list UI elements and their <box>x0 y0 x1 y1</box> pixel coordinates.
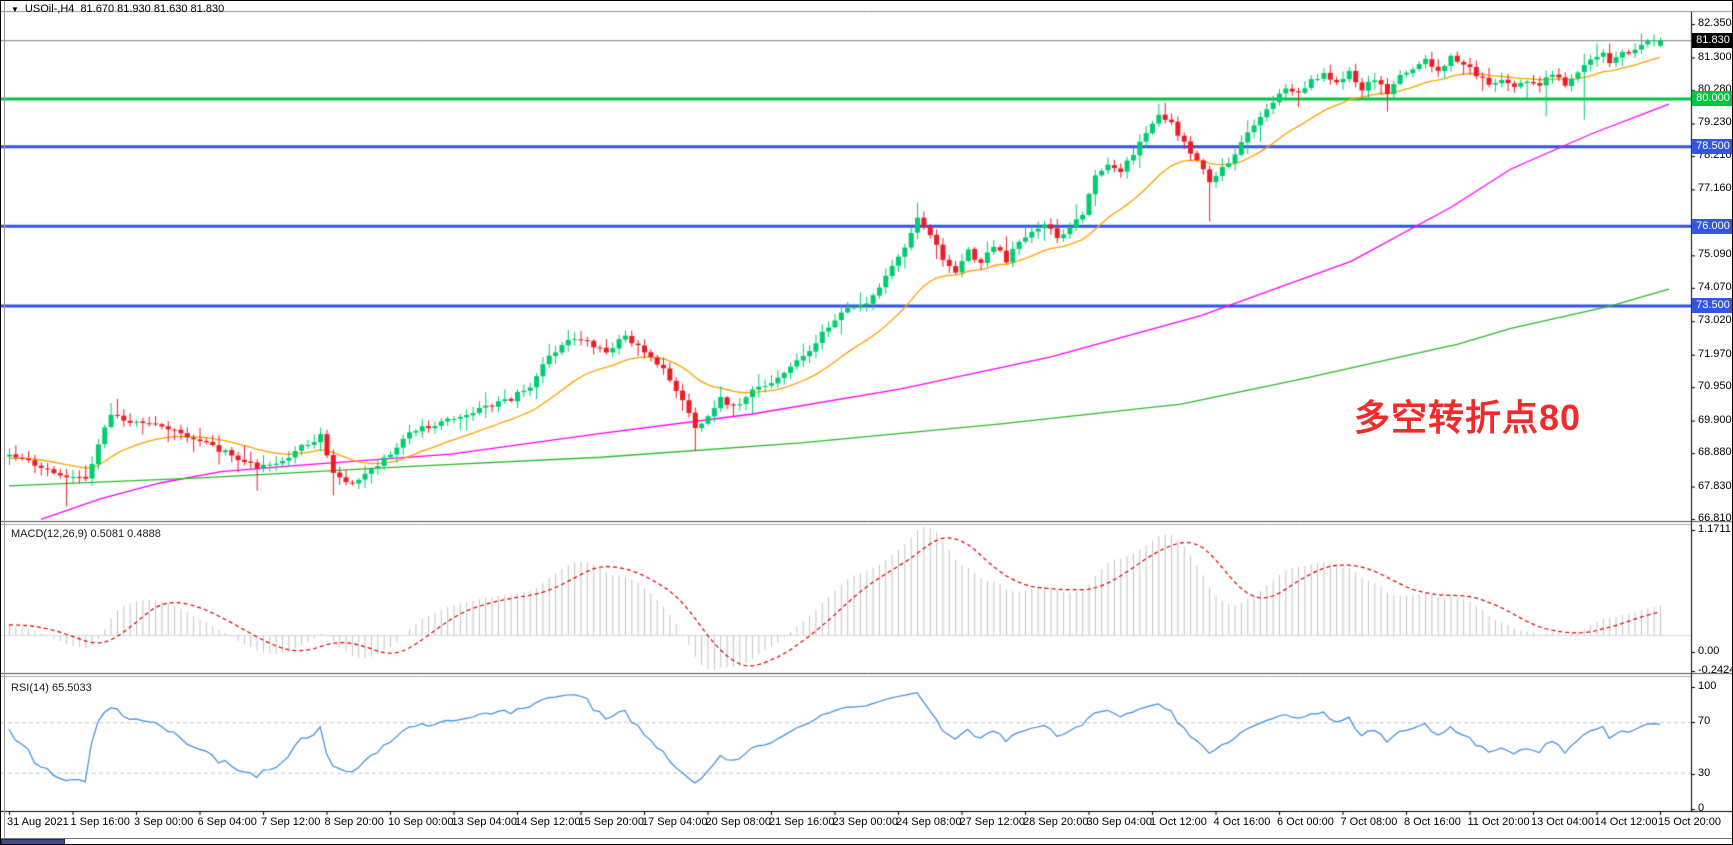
window-inner-border <box>4 1 5 844</box>
symbol-header: ▼ USOil-,H4 81.670 81.930 81.630 81.830 <box>11 3 224 15</box>
time-axis-label: 17 Sep 04:00 <box>642 816 708 828</box>
chevron-down-icon[interactable]: ▼ <box>11 4 19 14</box>
rsi-axis-label: 0 <box>1698 802 1705 814</box>
price-badge: 73.500 <box>1692 298 1732 314</box>
rsi-axis-label: 30 <box>1698 767 1711 779</box>
macd-axis-label: -0.2424 <box>1698 664 1733 676</box>
time-axis-label: 21 Sep 16:00 <box>769 816 835 828</box>
time-axis-label: 28 Sep 20:00 <box>1023 816 1089 828</box>
price-axis-label: 77.160 <box>1698 182 1732 195</box>
time-axis-label: 11 Oct 20:00 <box>1467 816 1530 828</box>
macd-indicator-label: MACD(12,26,9) 0.5081 0.4888 <box>11 528 161 540</box>
price-axis-label: 81.300 <box>1698 50 1732 63</box>
price-badge: 81.830 <box>1692 33 1732 49</box>
time-axis-label: 27 Sep 12:00 <box>959 816 1025 828</box>
price-axis-label: 69.900 <box>1698 413 1732 426</box>
price-badge: 78.500 <box>1692 139 1732 155</box>
time-axis-label: 24 Sep 08:00 <box>896 816 962 828</box>
time-axis-label: 3 Sep 00:00 <box>134 816 194 828</box>
time-axis-label: 13 Oct 04:00 <box>1531 816 1594 828</box>
time-axis-label: 8 Sep 20:00 <box>324 816 384 828</box>
macd-axis-label: 1.1711 <box>1698 523 1731 535</box>
rsi-axis-label: 100 <box>1698 680 1717 692</box>
rsi-axis-label: 70 <box>1698 715 1711 727</box>
time-axis-label: 7 Sep 12:00 <box>261 816 321 828</box>
time-axis-label: 8 Oct 16:00 <box>1404 816 1461 828</box>
price-axis-label: 68.880 <box>1698 446 1732 459</box>
horizontal-scrollbar[interactable] <box>1 838 1732 844</box>
time-axis-label: 13 Sep 04:00 <box>451 816 517 828</box>
time-axis-label: 30 Sep 04:00 <box>1086 816 1152 828</box>
time-axis-label: 10 Sep 00:00 <box>388 816 454 828</box>
time-axis-label: 4 Oct 16:00 <box>1213 816 1271 828</box>
price-axis-label: 66.810 <box>1698 512 1732 525</box>
text-annotation: 多空转折点80 <box>1354 397 1582 438</box>
time-axis-label: 15 Oct 20:00 <box>1658 816 1721 828</box>
price-axis-label: 79.230 <box>1698 116 1732 129</box>
price-axis-label: 70.950 <box>1698 380 1732 393</box>
time-axis-label: 31 Aug 2021 <box>7 816 69 828</box>
price-axis-label: 75.090 <box>1698 248 1732 261</box>
time-axis-label: 6 Sep 04:00 <box>197 816 257 828</box>
scrollbar-thumb[interactable] <box>1 839 65 844</box>
symbol-label: USOil-,H4 <box>24 3 75 15</box>
time-axis-label: 1 Oct 12:00 <box>1150 816 1207 828</box>
time-axis-label: 1 Sep 16:00 <box>70 816 130 828</box>
price-axis-label: 82.350 <box>1698 17 1732 30</box>
price-axis-label: 67.830 <box>1698 479 1732 492</box>
time-axis-label: 20 Sep 08:00 <box>705 816 771 828</box>
price-axis-label: 74.070 <box>1698 280 1732 293</box>
price-badge: 80.000 <box>1692 91 1732 107</box>
time-axis-label: 15 Sep 20:00 <box>578 816 644 828</box>
time-axis-label: 23 Sep 00:00 <box>832 816 898 828</box>
price-badge: 76.000 <box>1692 218 1732 234</box>
time-axis-label: 7 Oct 08:00 <box>1340 816 1398 828</box>
time-axis-label: 14 Sep 12:00 <box>515 816 581 828</box>
ohlc-label: 81.670 81.930 81.630 81.830 <box>80 3 225 15</box>
time-axis-label: 6 Oct 00:00 <box>1277 816 1334 828</box>
macd-axis-label: 0.00 <box>1698 645 1720 657</box>
rsi-indicator-label: RSI(14) 65.5033 <box>11 682 92 694</box>
price-axis-label: 73.020 <box>1698 314 1732 327</box>
time-axis-label: 14 Oct 12:00 <box>1594 816 1658 828</box>
price-axis-label: 71.970 <box>1698 347 1732 360</box>
